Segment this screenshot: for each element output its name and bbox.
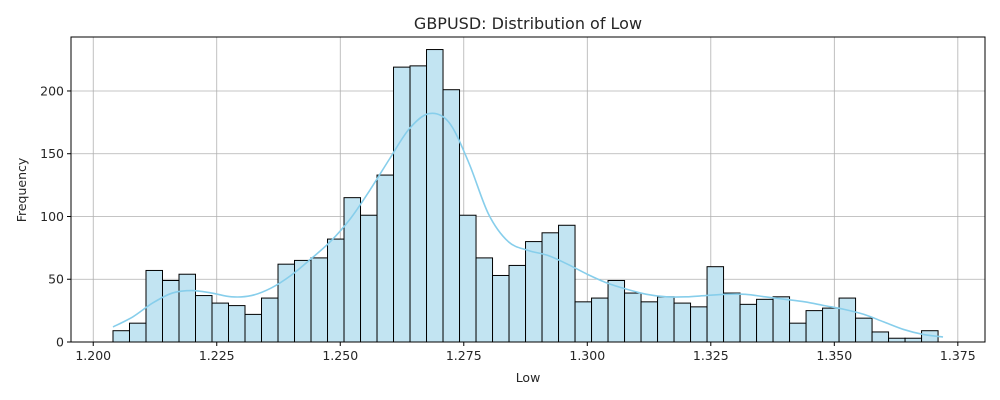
plot-frame bbox=[70, 36, 986, 343]
x-tick-label: 1.375 bbox=[940, 348, 976, 363]
histogram-bar bbox=[541, 232, 560, 343]
histogram-bar bbox=[310, 257, 329, 343]
y-tick-label: 150 bbox=[40, 146, 64, 161]
y-tick-label: 200 bbox=[40, 83, 64, 98]
x-tick-label: 1.250 bbox=[322, 348, 358, 363]
histogram-bar bbox=[558, 224, 576, 343]
histogram-bar bbox=[624, 292, 642, 343]
y-tick-label: 100 bbox=[40, 209, 64, 224]
histogram-bar bbox=[871, 331, 890, 343]
x-tick-label: 1.300 bbox=[569, 348, 605, 363]
histogram-bar bbox=[211, 302, 230, 343]
histogram-bar bbox=[772, 296, 791, 343]
histogram-bar bbox=[723, 292, 741, 343]
histogram-bars bbox=[112, 49, 939, 343]
x-tick-label: 1.275 bbox=[446, 348, 482, 363]
kde-curve bbox=[112, 112, 944, 338]
y-tick-label: 0 bbox=[56, 335, 64, 350]
histogram-bar bbox=[327, 238, 345, 343]
kde-curve-layer bbox=[112, 112, 944, 338]
x-axis-ticks: 1.200 1.225 1.250 1.275 1.300 1.325 1.350 1.375 bbox=[75, 342, 976, 363]
histogram-bar bbox=[343, 197, 362, 343]
histogram-bar bbox=[574, 301, 593, 343]
histogram-bar bbox=[789, 322, 807, 343]
histogram-bar bbox=[822, 307, 840, 343]
x-axis-title: Low bbox=[516, 370, 541, 385]
histogram-bar bbox=[492, 274, 510, 343]
histogram-bar bbox=[805, 310, 824, 343]
histogram-bar bbox=[475, 257, 494, 343]
histogram-bar bbox=[294, 259, 312, 343]
histogram-bar bbox=[409, 65, 428, 343]
histogram-bar bbox=[739, 303, 758, 343]
histogram-bar bbox=[904, 337, 923, 343]
histogram-bar bbox=[888, 337, 906, 343]
histogram-bar bbox=[607, 279, 626, 343]
histogram-bar bbox=[112, 330, 130, 343]
y-axis-title: Frequency bbox=[14, 157, 29, 222]
x-tick-label: 1.200 bbox=[75, 348, 111, 363]
histogram-bar bbox=[591, 297, 609, 343]
histogram-bar bbox=[657, 296, 675, 343]
histogram-bar bbox=[393, 66, 411, 343]
histogram-bar bbox=[426, 49, 444, 343]
histogram-bar bbox=[838, 297, 857, 343]
histogram-bar bbox=[360, 214, 378, 343]
histogram-bar bbox=[756, 298, 774, 343]
histogram-bar bbox=[706, 266, 725, 343]
histogram-bar bbox=[508, 264, 527, 343]
histogram-bar bbox=[128, 322, 147, 343]
histogram-bar bbox=[161, 279, 180, 343]
histogram-bar bbox=[673, 302, 692, 343]
histogram-bar bbox=[459, 214, 477, 343]
histogram-bar bbox=[442, 89, 461, 343]
histogram-bar bbox=[277, 263, 296, 343]
histogram-bar bbox=[640, 301, 659, 343]
histogram-bar bbox=[195, 295, 213, 343]
y-tick-label: 50 bbox=[48, 272, 64, 287]
x-tick-label: 1.325 bbox=[693, 348, 729, 363]
histogram-bar bbox=[244, 313, 263, 343]
histogram-bar bbox=[228, 305, 246, 343]
chart-title: GBPUSD: Distribution of Low bbox=[414, 14, 642, 33]
x-tick-label: 1.350 bbox=[816, 348, 852, 363]
histogram-bar bbox=[525, 241, 543, 343]
y-axis-ticks: 0 50 100 150 200 bbox=[40, 83, 71, 350]
histogram-bar bbox=[855, 317, 873, 343]
histogram-bar bbox=[690, 306, 708, 343]
histogram-bar bbox=[376, 174, 395, 343]
histogram-bar bbox=[178, 273, 197, 343]
x-tick-label: 1.225 bbox=[199, 348, 235, 363]
histogram-bar bbox=[261, 297, 279, 343]
